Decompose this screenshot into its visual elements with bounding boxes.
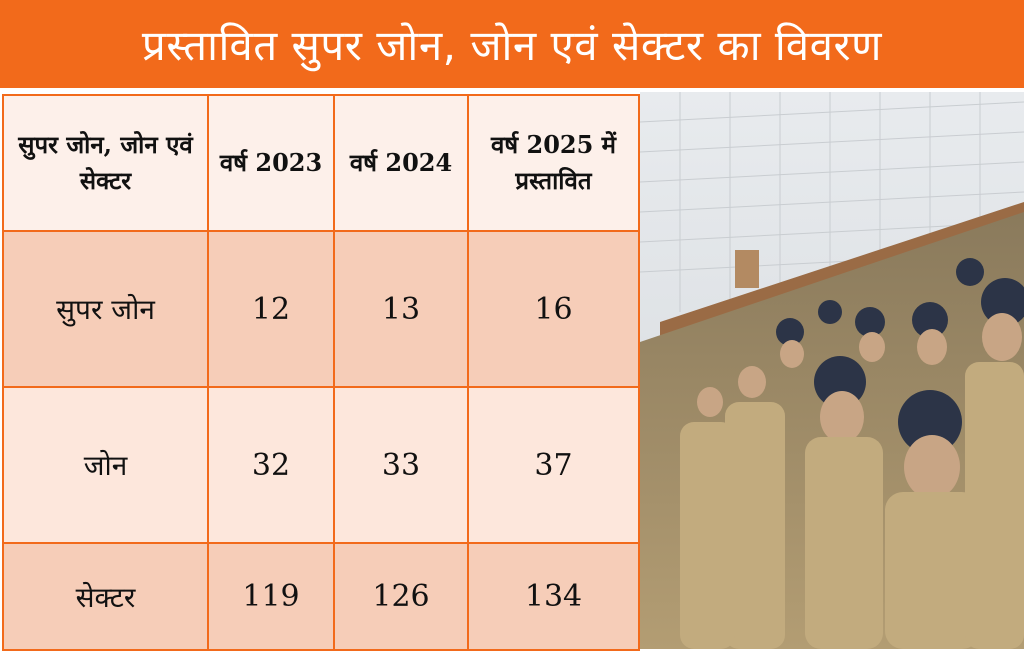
table-row: सुपर जोन 12 13 16 [2, 230, 640, 388]
row-label: जोन [2, 386, 209, 544]
table-row: सेक्टर 119 126 134 [2, 542, 640, 651]
table-cell: 134 [467, 542, 640, 651]
table-cell: 32 [207, 386, 335, 544]
title-banner: प्रस्तावित सुपर जोन, जोन एवं सेक्टर का व… [0, 0, 1024, 88]
row-label: सुपर जोन [2, 230, 209, 388]
divider [0, 88, 1024, 92]
page-title: प्रस्तावित सुपर जोन, जोन एवं सेक्टर का व… [141, 20, 883, 70]
column-header: वर्ष 2023 [207, 94, 335, 232]
table-cell: 37 [467, 386, 640, 544]
table-cell: 13 [333, 230, 469, 388]
auditorium-photo [640, 92, 1024, 649]
column-header: सुपर जोन, जोन एवं सेक्टर [2, 94, 209, 232]
table-cell: 119 [207, 542, 335, 651]
table-cell: 33 [333, 386, 469, 544]
row-label: सेक्टर [2, 542, 209, 651]
table-header-row: सुपर जोन, जोन एवं सेक्टर वर्ष 2023 वर्ष … [2, 94, 640, 232]
column-header: वर्ष 2025 में प्रस्तावित [467, 94, 640, 232]
zone-table: सुपर जोन, जोन एवं सेक्टर वर्ष 2023 वर्ष … [2, 94, 640, 651]
column-header: वर्ष 2024 [333, 94, 469, 232]
table-cell: 12 [207, 230, 335, 388]
table-cell: 16 [467, 230, 640, 388]
table-row: जोन 32 33 37 [2, 386, 640, 544]
table-cell: 126 [333, 542, 469, 651]
